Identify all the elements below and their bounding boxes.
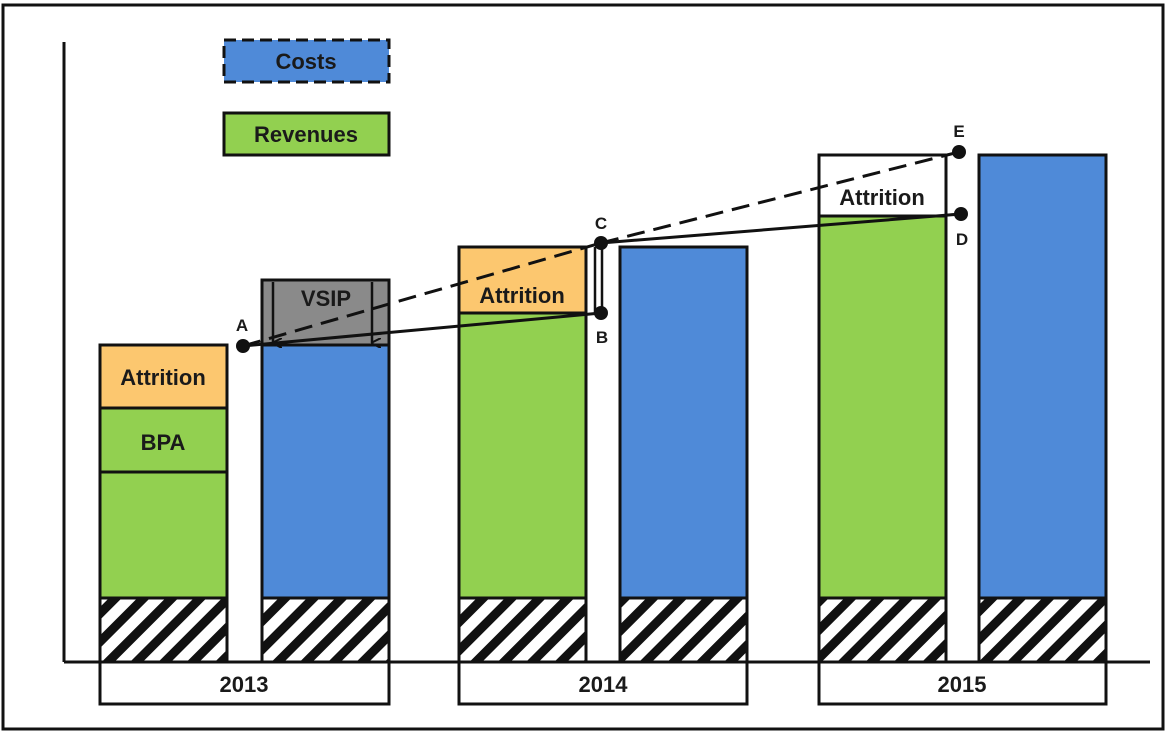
revenue-2013-attrition — [98, 343, 229, 410]
revenue-2013-hatch — [98, 596, 229, 664]
point-d — [954, 207, 968, 221]
revenue-2014-base — [457, 311, 588, 600]
point-c-label: C — [595, 214, 607, 233]
point-c — [594, 236, 608, 250]
dashed-line-a-c — [242, 241, 602, 348]
vsip-2013-label: VSIP — [301, 286, 351, 311]
solid-line-a-b — [242, 311, 602, 348]
attrition-2013-label: Attrition — [120, 365, 206, 390]
revenue-2014-attrition — [457, 245, 588, 315]
year-2014-label: 2014 — [579, 672, 629, 697]
point-e — [952, 145, 966, 159]
trend-lines — [242, 150, 962, 348]
legend-revenues-label: Revenues — [254, 122, 358, 147]
revenue-2014-hatch — [457, 596, 588, 664]
cost-2015-hatch — [977, 596, 1108, 664]
group-2014: Attrition 2014 — [457, 245, 749, 706]
legend-costs-swatch — [222, 38, 391, 84]
year-2014-box — [457, 660, 749, 706]
group-2013: BPA Attrition VSIP 2013 — [98, 278, 391, 706]
dashed-line-c-e — [600, 150, 960, 245]
legend-costs-label: Costs — [275, 49, 336, 74]
cost-2013-hatch — [260, 596, 391, 664]
year-2015-box — [817, 660, 1108, 706]
bpa-2013-label: BPA — [141, 430, 186, 455]
revenue-2015-attrition — [817, 153, 948, 218]
legend: Costs Revenues — [222, 38, 391, 157]
points: A B C D E — [236, 122, 968, 353]
cost-2015-base — [977, 153, 1108, 600]
point-e-label: E — [953, 122, 964, 141]
revenue-2015-base — [817, 214, 948, 600]
cost-2013-base — [260, 343, 391, 600]
point-b-label: B — [596, 328, 608, 347]
revenue-2015-hatch — [817, 596, 948, 664]
revenue-2013-base — [98, 470, 229, 600]
point-d-label: D — [956, 230, 968, 249]
cost-2014-hatch — [618, 596, 749, 664]
point-a — [236, 339, 250, 353]
year-2013-label: 2013 — [220, 672, 269, 697]
solid-line-c-d — [600, 212, 962, 245]
legend-revenues-swatch — [222, 111, 391, 157]
cost-2014-base — [618, 245, 749, 600]
attrition-2014-label: Attrition — [479, 283, 565, 308]
group-2015: Attrition 2015 — [817, 153, 1108, 706]
attrition-2015-label: Attrition — [839, 185, 925, 210]
year-2013-box — [98, 660, 391, 706]
point-a-label: A — [236, 316, 248, 335]
point-b — [594, 306, 608, 320]
year-2015-label: 2015 — [938, 672, 987, 697]
